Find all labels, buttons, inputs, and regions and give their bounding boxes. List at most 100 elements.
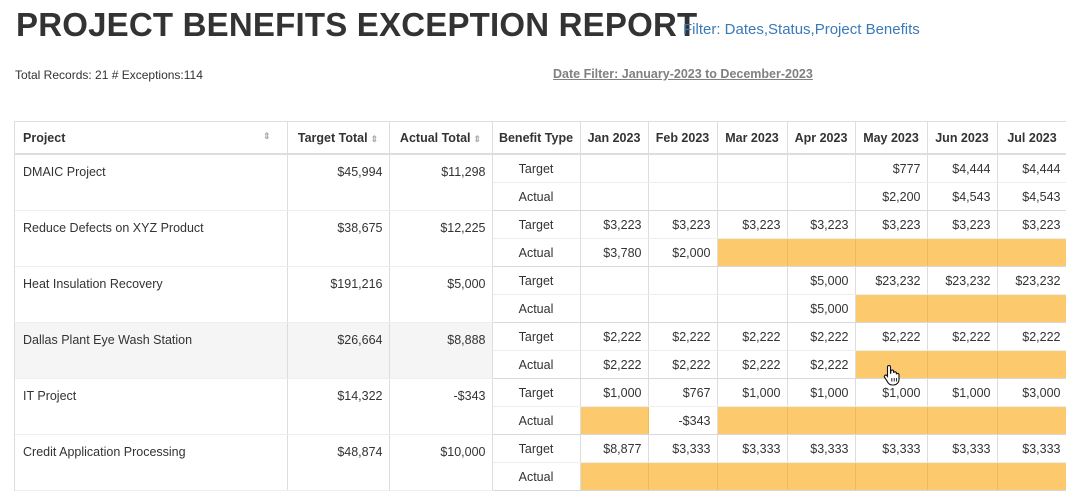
benefit-type-cell: Actual: [492, 406, 581, 435]
exception-table-container: Project ⇕ Target Total ⇕ Actual Total ⇕ Be…: [14, 121, 1066, 491]
column-header-month: Feb 2023: [648, 121, 718, 155]
exception-cell: [648, 462, 718, 491]
exception-cell: [717, 462, 788, 491]
target-row: IT Project $14,322 -$343 Target $1,000 $767 $1…: [15, 378, 1066, 435]
month-value-cell: $5,000: [787, 266, 856, 295]
target-total-cell: $26,664: [287, 322, 390, 379]
month-value-cell: [717, 294, 788, 323]
exception-table: Project ⇕ Target Total ⇕ Actual Total ⇕ Be…: [15, 121, 1066, 491]
month-value-cell: $4,444: [927, 154, 998, 183]
month-value-cell: $3,333: [927, 434, 998, 463]
exception-cell: [580, 406, 649, 435]
month-value-cell: $4,543: [927, 182, 998, 211]
benefit-type-cell: Actual: [492, 462, 581, 491]
exception-cell: [580, 462, 649, 491]
month-value-cell: [648, 182, 718, 211]
month-value-cell: $2,222: [717, 322, 788, 351]
month-value-cell: [787, 154, 856, 183]
month-value-cell: $2,222: [997, 322, 1066, 351]
month-value-cell: $767: [648, 378, 718, 407]
exception-cell: [717, 238, 788, 267]
column-header-label: Jun 2023: [935, 130, 989, 145]
month-value-cell: $2,200: [855, 182, 928, 211]
column-header-label: Benefit Type: [498, 130, 574, 145]
column-header-target-total[interactable]: Target Total ⇕: [287, 121, 390, 155]
column-header-month: Jul 2023: [997, 121, 1066, 155]
month-value-cell: $2,222: [787, 350, 856, 379]
exception-cell: [997, 406, 1066, 435]
target-total-cell: $48,874: [287, 434, 390, 491]
project-name-cell[interactable]: DMAIC Project: [15, 154, 288, 211]
column-header-month: Apr 2023: [787, 121, 856, 155]
column-header-label: Jan 2023: [587, 130, 641, 145]
project-name-cell[interactable]: IT Project: [15, 378, 288, 435]
month-value-cell: $3,223: [927, 210, 998, 239]
page-title: PROJECT BENEFITS EXCEPTION REPORT: [16, 6, 698, 43]
month-value-cell: $8,877: [580, 434, 649, 463]
table-body: DMAIC Project $45,994 $11,298 Target $777 $4,…: [15, 154, 1066, 491]
month-value-cell: [717, 182, 788, 211]
month-value-cell: $23,232: [997, 266, 1066, 295]
target-row: DMAIC Project $45,994 $11,298 Target $777 $4,…: [15, 154, 1066, 211]
project-name-cell[interactable]: Credit Application Processing: [15, 434, 288, 491]
month-value-cell: $2,222: [580, 350, 649, 379]
actual-total-cell: $5,000: [389, 266, 493, 323]
sort-icon[interactable]: ⇕: [473, 133, 482, 144]
month-value-cell: $23,232: [855, 266, 928, 295]
month-value-cell: $777: [855, 154, 928, 183]
actual-total-cell: $10,000: [389, 434, 493, 491]
sort-icon[interactable]: ⇕: [370, 133, 379, 144]
month-value-cell: $2,000: [648, 238, 718, 267]
date-filter-link[interactable]: Date Filter: January-2023 to December-20…: [553, 67, 813, 81]
month-value-cell: [787, 182, 856, 211]
column-header-benefit-type: Benefit Type: [492, 121, 581, 155]
column-header-label: Actual Total: [399, 130, 471, 145]
benefit-type-cell: Target: [492, 322, 581, 351]
exception-cell: [927, 406, 998, 435]
month-value-cell: $2,222: [717, 350, 788, 379]
target-total-cell: $14,322: [287, 378, 390, 435]
month-value-cell: $4,543: [997, 182, 1066, 211]
column-header-label: Apr 2023: [794, 130, 848, 145]
exception-cell: [855, 294, 928, 323]
column-header-label: May 2023: [863, 130, 919, 145]
exception-cell: [927, 238, 998, 267]
month-value-cell: $3,333: [997, 434, 1066, 463]
month-value-cell: $3,223: [648, 210, 718, 239]
column-header-month: Jan 2023: [580, 121, 649, 155]
hand-pointer-icon: [883, 364, 900, 386]
benefit-type-cell: Target: [492, 210, 581, 239]
month-value-cell: $2,222: [648, 322, 718, 351]
project-name-cell[interactable]: Dallas Plant Eye Wash Station: [15, 322, 288, 379]
month-value-cell: $3,333: [855, 434, 928, 463]
actual-total-cell: $8,888: [389, 322, 493, 379]
sort-icon[interactable]: ⇕: [262, 130, 271, 141]
column-header-project[interactable]: Project ⇕: [15, 121, 288, 155]
month-value-cell: [648, 294, 718, 323]
month-value-cell: $1,000: [927, 378, 998, 407]
benefit-type-cell: Actual: [492, 182, 581, 211]
month-value-cell: $1,000: [580, 378, 649, 407]
exception-cell: [717, 406, 788, 435]
benefit-type-cell: Target: [492, 378, 581, 407]
month-value-cell: $5,000: [787, 294, 856, 323]
actual-row: Actual $2,200 $4,543 $4,543: [15, 182, 1066, 211]
column-header-label: Mar 2023: [725, 130, 779, 145]
exception-cell: [997, 462, 1066, 491]
project-name-cell[interactable]: Heat Insulation Recovery: [15, 266, 288, 323]
actual-row: Actual -$343: [15, 406, 1066, 435]
exception-cell: [997, 294, 1066, 323]
column-header-label: Jul 2023: [1007, 130, 1057, 145]
column-header-actual-total[interactable]: Actual Total ⇕: [389, 121, 493, 155]
month-value-cell: [580, 154, 649, 183]
column-header-month: May 2023: [855, 121, 928, 155]
month-value-cell: -$343: [648, 406, 718, 435]
project-name-cell[interactable]: Reduce Defects on XYZ Product: [15, 210, 288, 267]
exception-cell: [855, 238, 928, 267]
month-value-cell: $23,232: [927, 266, 998, 295]
target-row: Dallas Plant Eye Wash Station $26,664 $8,8…: [15, 322, 1066, 379]
month-value-cell: $3,223: [717, 210, 788, 239]
filter-link[interactable]: Filter: Dates,Status,Project Benefits: [683, 21, 920, 38]
month-value-cell: $3,223: [855, 210, 928, 239]
month-value-cell: $2,222: [927, 322, 998, 351]
